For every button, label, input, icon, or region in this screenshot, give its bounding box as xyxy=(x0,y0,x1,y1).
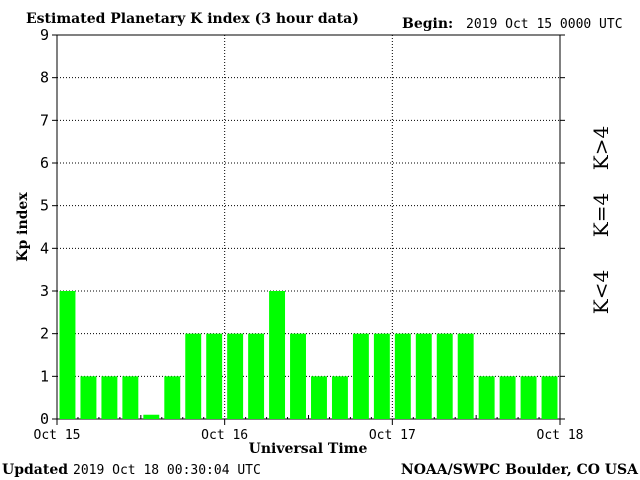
kp-bar xyxy=(269,291,286,419)
y-tick-label: 6 xyxy=(40,154,49,172)
kp-bar xyxy=(541,376,558,419)
kp-bar xyxy=(457,333,474,419)
y-tick-label: 8 xyxy=(40,69,49,87)
kp-bar xyxy=(227,333,244,419)
kp-bar xyxy=(331,376,348,419)
y-tick-label: 7 xyxy=(40,111,49,129)
kp-bar xyxy=(436,333,453,419)
y-axis-label: Kp index xyxy=(15,192,31,262)
kp-bar xyxy=(80,376,97,419)
source-credit: NOAA/SWPC Boulder, CO USA xyxy=(401,462,639,478)
bars xyxy=(59,291,558,419)
kp-bar xyxy=(478,376,495,419)
updated-label: Updated xyxy=(2,462,68,478)
grid-lines xyxy=(57,35,560,419)
kp-bar xyxy=(499,376,516,419)
kp-bar xyxy=(101,376,118,419)
begin-value: 2019 Oct 15 0000 UTC xyxy=(466,17,623,32)
kp-bar xyxy=(352,333,369,419)
legend-k-equal-4: K=4 xyxy=(589,193,613,237)
legend-k-less-4: K<4 xyxy=(589,270,613,314)
x-tick-label: Oct 15 xyxy=(34,428,81,443)
legend-k-greater-4: K>4 xyxy=(589,126,613,170)
x-tick-label: Oct 16 xyxy=(201,428,248,443)
kp-bar xyxy=(206,333,223,419)
x-tick-label: Oct 17 xyxy=(369,428,416,443)
kp-bar xyxy=(185,333,202,419)
kp-bar xyxy=(373,333,390,419)
x-axis-label: Universal Time xyxy=(249,441,368,457)
kp-bar xyxy=(143,414,160,419)
y-tick-label: 5 xyxy=(40,197,49,215)
y-tick-label: 1 xyxy=(40,367,49,385)
y-tick-label: 0 xyxy=(40,410,49,428)
kp-bar xyxy=(415,333,432,419)
kp-bar xyxy=(248,333,265,419)
y-tick-label: 4 xyxy=(40,239,49,257)
begin-label: Begin: xyxy=(402,16,453,32)
chart-title: Estimated Planetary K index (3 hour data… xyxy=(26,11,359,27)
kp-bar xyxy=(520,376,537,419)
x-tick-label: Oct 18 xyxy=(537,428,584,443)
updated-value: 2019 Oct 18 00:30:04 UTC xyxy=(73,463,261,478)
y-tick-label: 2 xyxy=(40,325,49,343)
y-tick-label: 9 xyxy=(40,26,49,44)
kp-bar xyxy=(290,333,306,419)
kp-bar xyxy=(394,333,411,419)
kp-bar xyxy=(164,376,181,419)
kp-bar xyxy=(122,376,139,419)
plot-frame xyxy=(56,34,561,420)
y-axis-ticks: 0 1 2 3 4 5 6 7 8 9 xyxy=(40,26,565,428)
x-axis-ticks: Oct 15 Oct 16 Oct 17 Oct 18 xyxy=(34,415,584,443)
y-tick-label: 3 xyxy=(40,282,49,300)
kp-bar xyxy=(59,291,76,419)
kp-bar xyxy=(311,376,327,419)
